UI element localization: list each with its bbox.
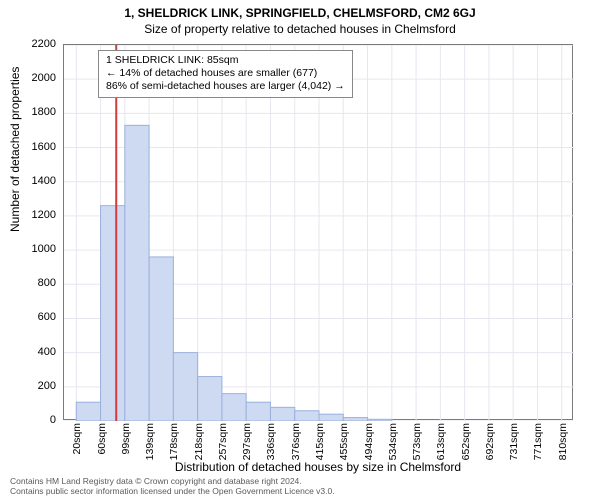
x-tick-label: 771sqm [532,423,544,460]
footer: Contains HM Land Registry data © Crown c… [10,477,335,497]
y-tick-label: 2200 [32,38,56,50]
x-tick-label: 573sqm [411,423,423,460]
x-tick-label: 652sqm [460,423,472,460]
x-tick-label: 297sqm [241,423,253,460]
legend-line-3: 86% of semi-detached houses are larger (… [106,80,345,93]
x-tick-label: 99sqm [120,423,132,455]
x-tick-label: 20sqm [71,423,83,455]
x-tick-label: 376sqm [290,423,302,460]
y-axis-ticks: 0200400600800100012001400160018002000220… [0,44,60,420]
x-tick-label: 494sqm [363,423,375,460]
y-tick-label: 200 [38,380,56,392]
histogram-bar [198,377,222,421]
y-tick-label: 1000 [32,243,56,255]
x-tick-label: 139sqm [144,423,156,460]
x-tick-label: 810sqm [557,423,569,460]
x-tick-label: 218sqm [193,423,205,460]
chart-title-main: 1, SHELDRICK LINK, SPRINGFIELD, CHELMSFO… [0,0,600,20]
y-tick-label: 400 [38,346,56,358]
x-tick-label: 178sqm [168,423,180,460]
x-tick-label: 731sqm [508,423,520,460]
y-tick-label: 0 [50,414,56,426]
legend-box: 1 SHELDRICK LINK: 85sqm ← 14% of detache… [98,50,353,98]
chart-title-sub: Size of property relative to detached ho… [0,20,600,36]
histogram-bar [101,206,125,421]
y-tick-label: 1800 [32,106,56,118]
y-tick-label: 1400 [32,175,56,187]
y-tick-label: 1600 [32,141,56,153]
histogram-bar [246,402,270,421]
histogram-bar [270,407,294,421]
histogram-bar [76,402,100,421]
legend-line-2: ← 14% of detached houses are smaller (67… [106,67,345,80]
x-tick-label: 613sqm [435,423,447,460]
x-tick-label: 692sqm [484,423,496,460]
legend-line-1: 1 SHELDRICK LINK: 85sqm [106,54,345,67]
histogram-bar [149,257,173,421]
plot-area: 1 SHELDRICK LINK: 85sqm ← 14% of detache… [63,44,573,420]
y-tick-label: 2000 [32,72,56,84]
histogram-bar [222,394,246,421]
x-tick-label: 60sqm [96,423,108,455]
x-tick-label: 415sqm [314,423,326,460]
x-axis-label: Distribution of detached houses by size … [63,460,573,474]
y-tick-label: 600 [38,311,56,323]
x-tick-label: 336sqm [265,423,277,460]
y-tick-label: 1200 [32,209,56,221]
x-tick-label: 257sqm [217,423,229,460]
chart-container: 1, SHELDRICK LINK, SPRINGFIELD, CHELMSFO… [0,0,600,500]
y-tick-label: 800 [38,277,56,289]
footer-line-2: Contains public sector information licen… [10,487,335,497]
x-tick-label: 534sqm [387,423,399,460]
histogram-bar [125,125,149,421]
x-tick-label: 455sqm [338,423,350,460]
histogram-bar [173,353,197,421]
